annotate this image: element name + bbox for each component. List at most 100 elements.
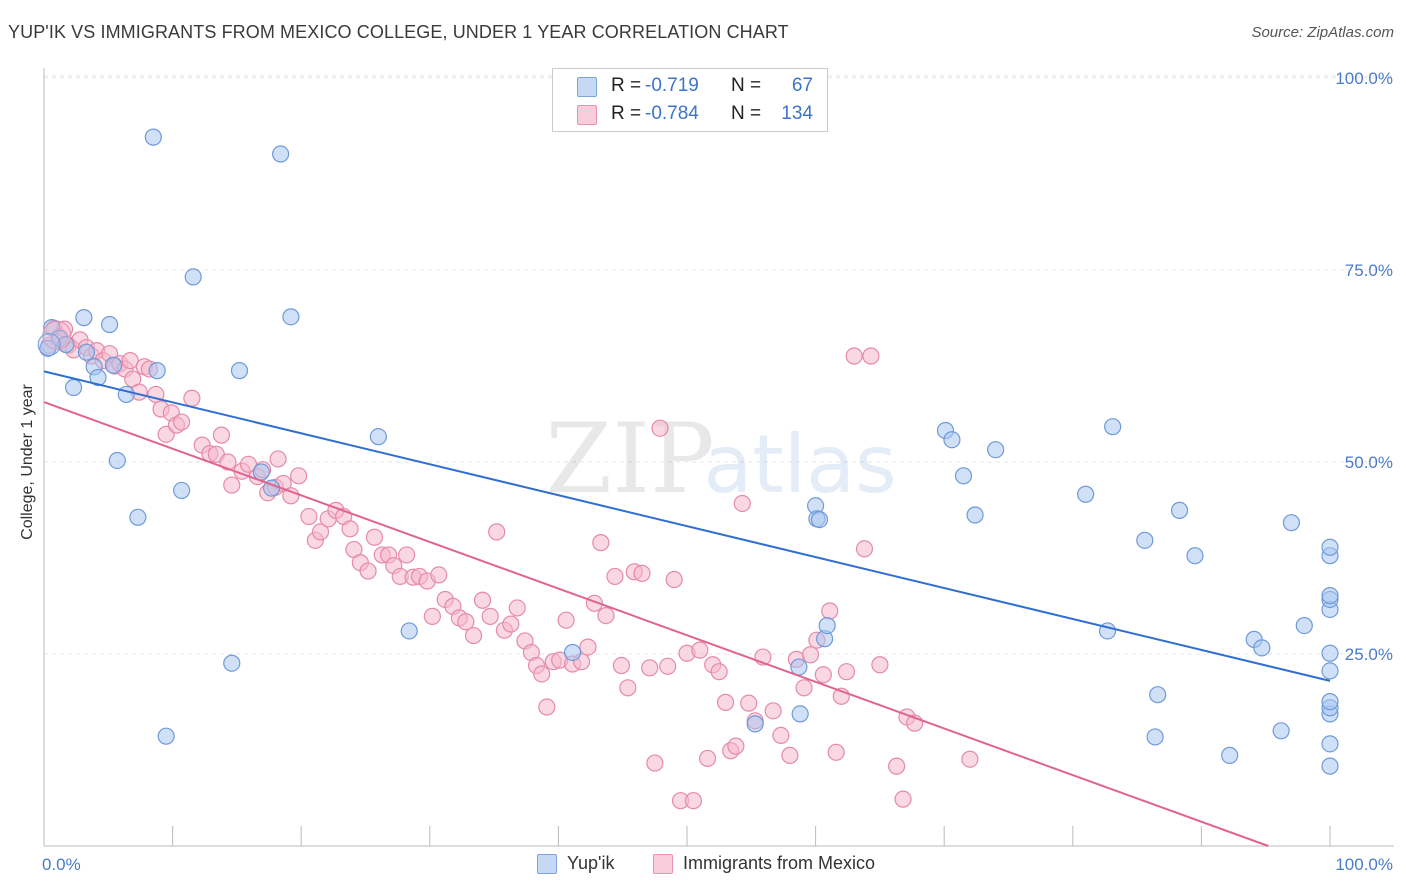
yupik-point <box>252 463 270 481</box>
yupik-point <box>157 727 175 745</box>
yupik-point <box>1186 547 1204 565</box>
yupik-point <box>1170 501 1189 519</box>
yupik-point <box>1295 616 1313 635</box>
yupik-point <box>144 128 162 146</box>
yupik-point <box>966 506 984 524</box>
mexico-point <box>781 746 799 764</box>
correlation-legend: R = -0.719 N = 67 R = -0.784 N = 134 <box>552 68 828 132</box>
yupik-point <box>1321 644 1339 662</box>
legend-swatch-mexico <box>577 105 597 125</box>
tick-labels: 100.0% 75.0% 50.0% 25.0% 0.0% 100.0% <box>42 69 1393 874</box>
mexico-point <box>619 679 637 697</box>
mexico-point <box>641 659 659 677</box>
mexico-point <box>772 726 790 745</box>
legend-swatch-yupik <box>577 77 597 97</box>
mexico-point <box>219 453 237 471</box>
yupik-point <box>1321 662 1339 680</box>
mexico-point <box>888 757 906 775</box>
mexico-point <box>457 613 475 631</box>
yupik-point <box>1146 728 1164 746</box>
mexico-point <box>290 467 308 485</box>
legend-n-value: 134 <box>781 103 813 124</box>
yupik-point <box>1321 538 1339 556</box>
mexico-point <box>430 566 448 584</box>
yupik-point <box>1321 757 1339 775</box>
mexico-point <box>733 494 751 513</box>
yupik-point <box>148 362 166 380</box>
yupik-point <box>104 356 123 374</box>
mexico-point <box>684 792 703 810</box>
grid-lines <box>44 75 1394 655</box>
yupik-point <box>1272 722 1290 740</box>
mexico-point <box>341 520 359 538</box>
yupik-point <box>987 441 1005 459</box>
series-legend: Yup'ik Immigrants from Mexico <box>0 852 1406 878</box>
mexico-point <box>557 611 575 629</box>
mexico-point <box>821 602 839 620</box>
mexico-point <box>646 754 664 772</box>
yupik-point <box>746 715 764 733</box>
yupik-trend-line <box>43 370 1331 682</box>
series-label-mexico: Immigrants from Mexico <box>683 853 876 873</box>
yupik-point <box>282 308 300 326</box>
yupik-point <box>400 622 418 640</box>
mexico-point <box>801 646 820 664</box>
mexico-point <box>871 656 889 674</box>
series-swatch-mexico <box>653 854 673 874</box>
yupik-point <box>77 343 96 361</box>
legend-r-label: R = <box>611 75 642 96</box>
legend-n-label: N = <box>731 103 762 124</box>
mexico-point <box>597 606 615 625</box>
mexico-point <box>837 663 856 681</box>
chart-title: YUP'IK VS IMMIGRANTS FROM MEXICO COLLEGE… <box>8 22 789 42</box>
mexico-point <box>740 694 758 712</box>
yupik-point <box>810 510 829 529</box>
mexico-point <box>862 347 880 365</box>
source-label: Source: ZipAtlas.com <box>1251 24 1394 41</box>
yupik-point <box>230 362 249 380</box>
yupik-point <box>75 309 93 327</box>
yupik-point <box>818 616 836 635</box>
y-tick-label: 75.0% <box>1345 261 1393 280</box>
mexico-point <box>173 413 191 431</box>
yupik-cluster-point <box>37 332 61 356</box>
legend-n-value: 67 <box>791 75 813 96</box>
yupik-point <box>272 145 290 163</box>
mexico-point <box>710 663 728 681</box>
yupik-point <box>1104 418 1122 436</box>
mexico-point <box>398 546 416 564</box>
yupik-point <box>1077 485 1095 503</box>
yupik-point <box>1221 746 1239 764</box>
watermark: ZIP atlas <box>545 403 896 515</box>
y-tick-label: 50.0% <box>1345 453 1393 472</box>
mexico-point <box>183 389 201 407</box>
mexico-point <box>592 534 610 552</box>
yupik-point <box>1321 693 1339 711</box>
yupik-point <box>790 658 808 676</box>
mexico-point <box>855 540 874 558</box>
yupik-point <box>223 654 241 672</box>
mexico-point <box>481 607 499 625</box>
mexico-point <box>508 599 526 617</box>
yupik-point <box>64 378 83 397</box>
series-swatch-yupik <box>537 854 557 874</box>
axes <box>43 68 1394 847</box>
legend-r-value: -0.784 <box>645 103 699 124</box>
mexico-point <box>579 638 597 656</box>
yupik-point <box>954 467 973 485</box>
mexico-point <box>488 523 506 541</box>
mexico-point <box>269 450 287 468</box>
x-tick-label-min: 0.0% <box>42 855 81 874</box>
mexico-point <box>533 665 551 683</box>
yupik-point <box>1149 686 1167 704</box>
mexico-point <box>300 507 318 526</box>
mexico-point <box>716 693 735 711</box>
mexico-point <box>223 476 241 494</box>
yupik-point <box>108 451 126 470</box>
yupik-point <box>1282 514 1301 532</box>
legend-n-label: N = <box>731 75 762 96</box>
trend-lines <box>43 370 1331 847</box>
y-tick-label: 25.0% <box>1345 645 1393 664</box>
y-tick-label: 100.0% <box>1335 69 1393 88</box>
